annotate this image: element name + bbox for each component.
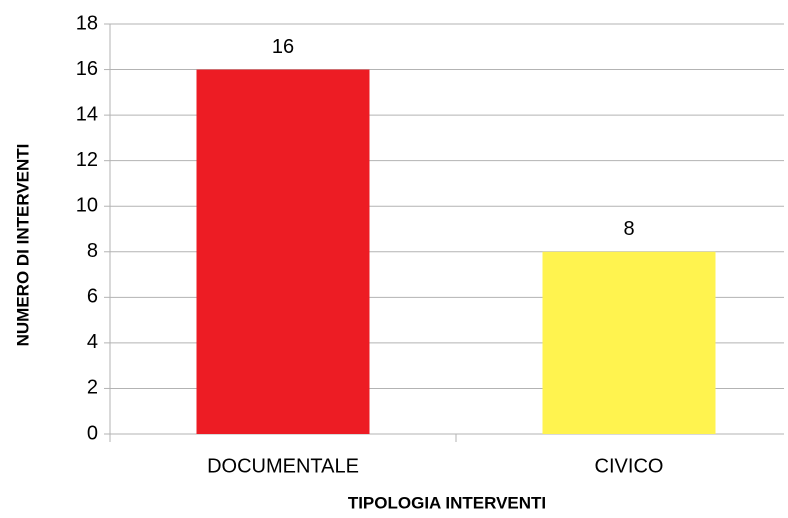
y-tick-label: 16: [76, 58, 98, 80]
data-label: 16: [272, 36, 294, 58]
bar: [196, 69, 370, 435]
y-tick-label: 2: [87, 377, 98, 399]
y-tick-label: 4: [87, 331, 98, 353]
y-tick-label: 6: [87, 286, 98, 308]
y-tick-label: 0: [87, 422, 98, 444]
x-tick-label: DOCUMENTALE: [207, 455, 359, 477]
x-axis-label: TIPOLOGIA INTERVENTI: [348, 493, 546, 512]
y-tick-label: 10: [76, 195, 98, 217]
y-tick-label: 18: [76, 12, 98, 34]
y-tick-label: 8: [87, 240, 98, 262]
x-tick-label: CIVICO: [595, 455, 664, 477]
y-tick-label: 12: [76, 149, 98, 171]
bar: [542, 251, 716, 434]
data-label: 8: [623, 218, 634, 240]
y-tick-label: 14: [76, 103, 98, 125]
y-axis-label: NUMERO DI INTERVENTI: [13, 144, 32, 347]
